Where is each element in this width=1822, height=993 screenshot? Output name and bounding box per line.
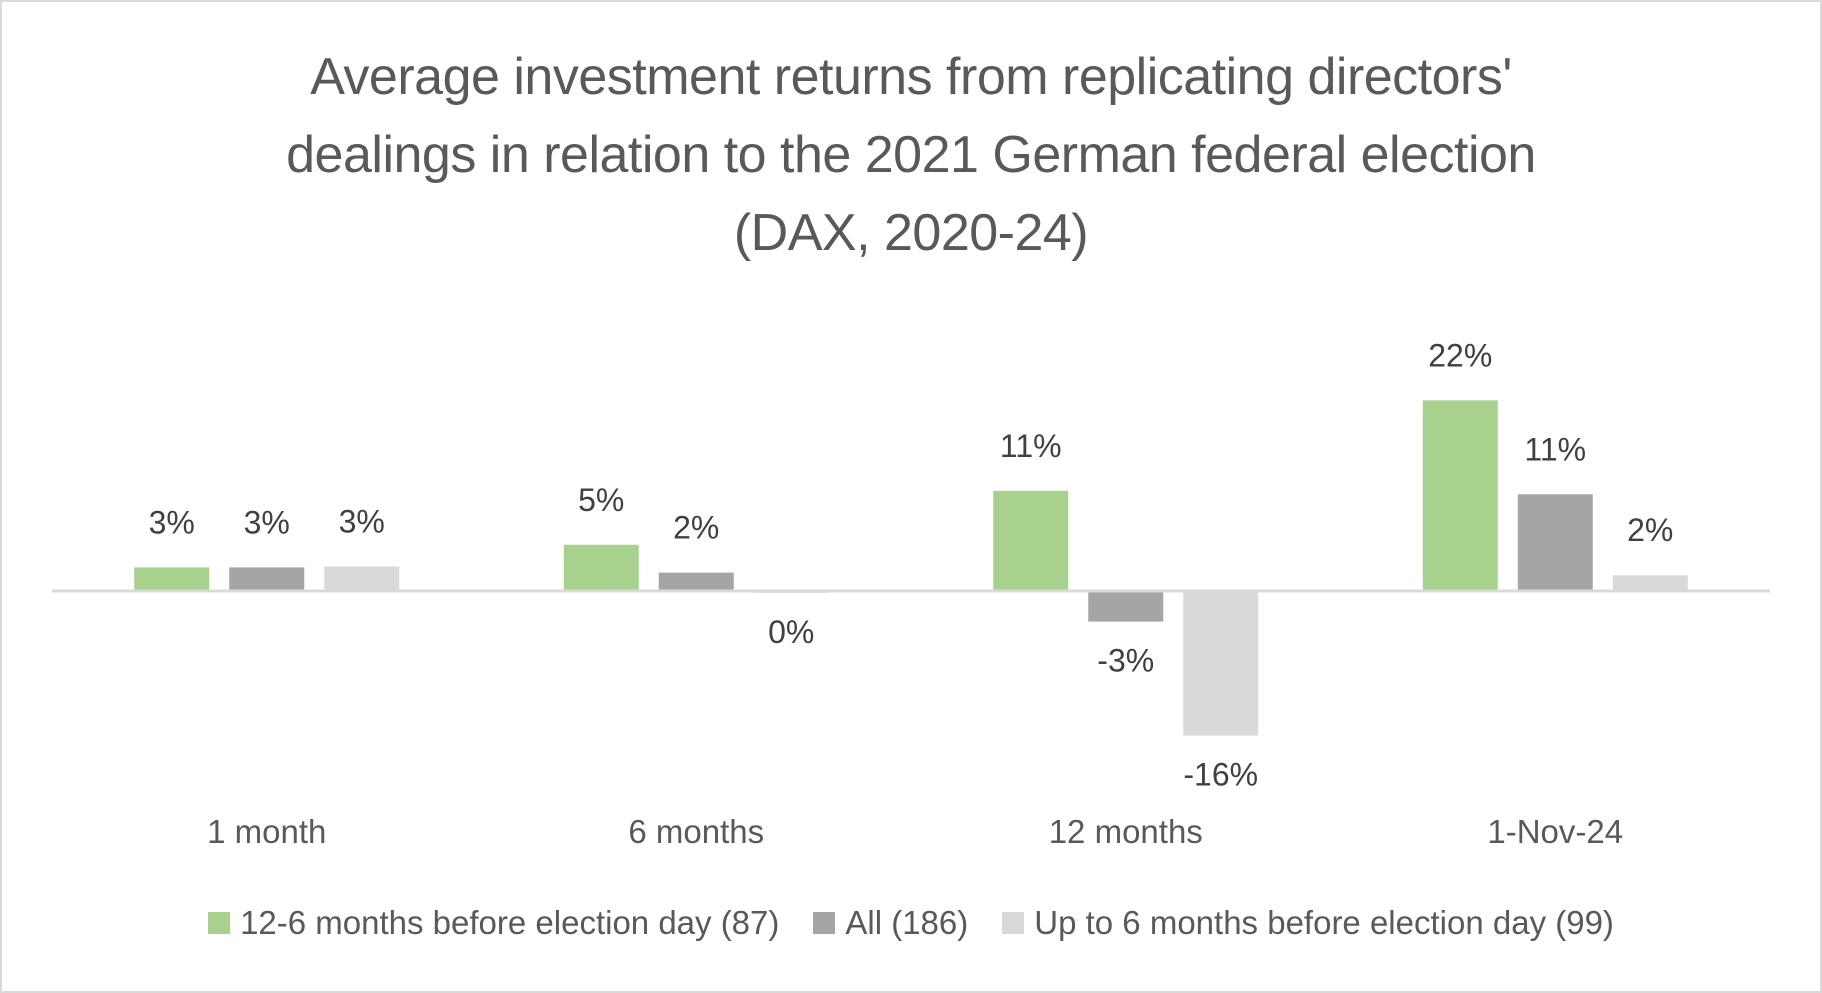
bar-1-0 — [563, 544, 639, 590]
chart-title-line-3: (DAX, 2020-24) — [733, 204, 1089, 262]
legend-item-up-to-6-months[interactable]: Up to 6 months before election day (99) — [1002, 904, 1614, 942]
legend-label: All (186) — [845, 904, 969, 941]
category-label-2: 12 months — [1049, 813, 1203, 850]
data-label-2-0: 11% — [1000, 428, 1062, 464]
data-label-2-1: -3% — [1097, 643, 1154, 679]
legend-label: 12-6 months before election day (87) — [240, 904, 780, 941]
bar-3-1 — [1517, 494, 1593, 590]
category-label-0: 1 month — [207, 813, 326, 850]
bar-2-2 — [1183, 592, 1259, 736]
legend-item-12-6-months[interactable]: 12-6 months before election day (87) — [208, 904, 779, 942]
data-label-2-2: -16% — [1183, 757, 1258, 793]
legend-swatch-light-gray — [1002, 912, 1025, 934]
data-labels-layer: 3% 3% 3% 5% 2% 0% 11% -3% -16% 22% 11% 2% — [149, 337, 1674, 792]
data-label-0-1: 3% — [244, 504, 290, 540]
category-label-1: 6 months — [628, 813, 764, 850]
data-label-0-2: 3% — [339, 504, 385, 540]
bar-2-1 — [1088, 592, 1164, 622]
bar-0-0 — [134, 567, 210, 590]
data-label-1-0: 5% — [578, 482, 624, 518]
data-label-3-2: 2% — [1627, 512, 1673, 548]
bar-2-0 — [993, 490, 1069, 590]
category-label-3: 1-Nov-24 — [1487, 813, 1623, 850]
bar-3-0 — [1422, 400, 1498, 590]
data-label-0-0: 3% — [149, 504, 195, 540]
bar-1-1 — [658, 572, 734, 590]
bar-0-1 — [229, 567, 305, 590]
legend: 12-6 months before election day (87) All… — [0, 904, 1822, 942]
category-labels-layer: 1 month 6 months 12 months 1-Nov-24 — [207, 813, 1623, 850]
data-label-1-1: 2% — [673, 510, 719, 546]
bar-0-2 — [324, 566, 400, 590]
bars-layer — [134, 400, 1688, 736]
data-label-1-2: 0% — [768, 614, 814, 650]
legend-swatch-green — [208, 912, 231, 934]
legend-label: Up to 6 months before election day (99) — [1034, 904, 1614, 941]
legend-item-all[interactable]: All (186) — [813, 904, 968, 942]
data-label-3-0: 22% — [1428, 337, 1492, 373]
legend-swatch-gray — [813, 912, 836, 934]
data-label-3-1: 11% — [1524, 431, 1586, 467]
bar-3-2 — [1612, 575, 1688, 590]
chart-title-line-1: Average investment returns from replicat… — [310, 48, 1512, 106]
chart-title-line-2: dealings in relation to the 2021 German … — [286, 126, 1536, 184]
chart-title: Average investment returns from replicat… — [0, 38, 1822, 272]
